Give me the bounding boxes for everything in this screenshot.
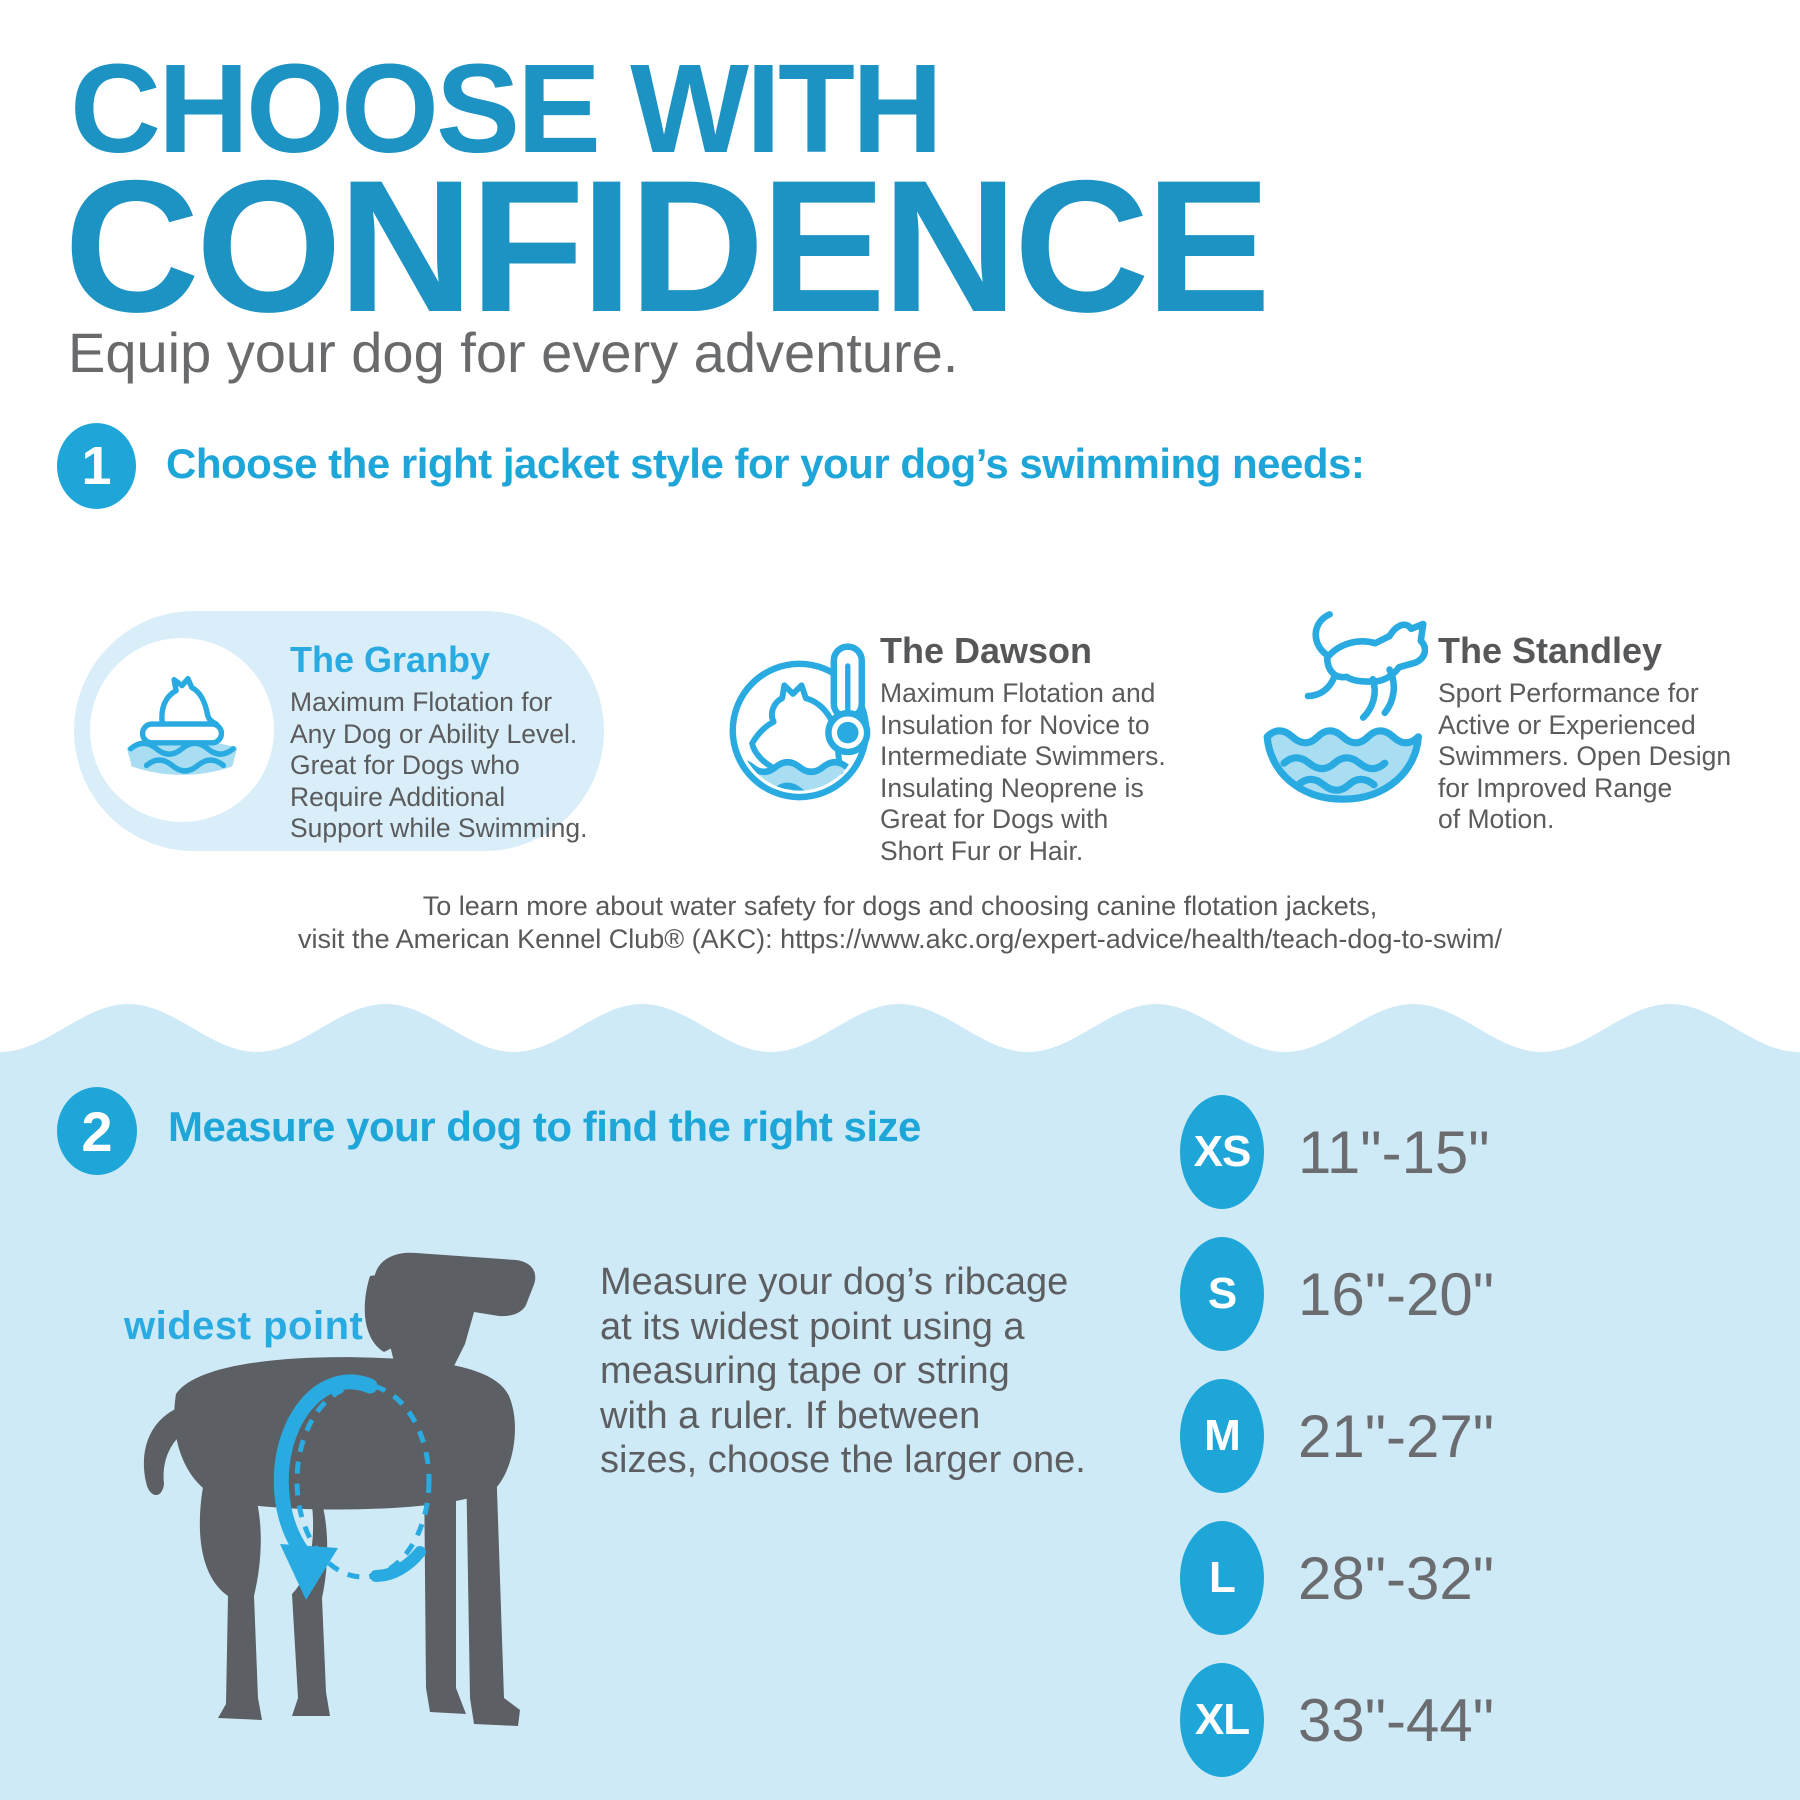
size-range-m: 21"-27" — [1298, 1402, 1495, 1470]
jacket-description-granby: Maximum Flotation for Any Dog or Ability… — [290, 687, 588, 843]
size-badge-xl: XL — [1180, 1663, 1264, 1777]
size-range-s: 16"-20" — [1298, 1260, 1495, 1328]
page-subtitle: Equip your dog for every adventure. — [68, 321, 959, 384]
step1-heading: Choose the right jacket style for your d… — [166, 440, 1365, 487]
dog-silhouette-illustration — [143, 1252, 536, 1726]
size-label-s: S — [1207, 1269, 1237, 1318]
size-range-xs: 11"-15" — [1298, 1118, 1490, 1186]
size-label-xl: XL — [1194, 1695, 1250, 1744]
size-label-l: L — [1209, 1553, 1236, 1602]
dog-thermometer-icon — [729, 643, 871, 801]
jacket-name-standley: The Standley — [1438, 630, 1663, 671]
size-label-m: M — [1204, 1411, 1241, 1460]
jacket-description-standley: Sport Performance for Active or Experien… — [1438, 678, 1732, 834]
jacket-description-dawson: Maximum Flotation and Insulation for Nov… — [880, 678, 1166, 866]
size-range-l: 28"-32" — [1298, 1544, 1495, 1612]
widest-point-label: widest point — [124, 1304, 364, 1348]
standley-icon-box — [1248, 608, 1428, 808]
size-badge-m: M — [1180, 1379, 1264, 1493]
measure-arrow-arc — [273, 1374, 378, 1566]
measure-arrowhead — [280, 1544, 338, 1600]
akc-note: To learn more about water safety for dog… — [298, 891, 1502, 954]
size-badge-xs: XS — [1180, 1095, 1264, 1209]
page-title-line1: CHOOSE WITH — [70, 38, 943, 179]
jacket-name-dawson: The Dawson — [880, 630, 1093, 671]
size-row-m: M 21"-27" — [1180, 1379, 1494, 1493]
size-label-xs: XS — [1193, 1127, 1252, 1176]
size-badge-l: L — [1180, 1521, 1264, 1635]
size-badge-s: S — [1180, 1237, 1264, 1351]
step2-number: 2 — [81, 1099, 113, 1163]
dog-silhouette — [143, 1252, 536, 1726]
page-title-line2: CONFIDENCE — [64, 141, 1271, 351]
jacket-name-granby: The Granby — [290, 639, 491, 680]
size-row-xs: XS 11"-15" — [1180, 1095, 1490, 1209]
step1-number-badge: 1 — [57, 423, 136, 509]
step2-number-badge: 2 — [57, 1087, 137, 1175]
step1-number: 1 — [81, 436, 112, 496]
granby-icon-circle — [90, 638, 274, 822]
size-range-xl: 33"-44" — [1298, 1686, 1495, 1754]
wave-divider — [0, 1004, 1800, 1054]
dawson-icon-box — [722, 638, 894, 810]
step2-heading: Measure your dog to find the right size — [168, 1103, 921, 1150]
jacket-card-granby: The Granby Maximum Flotation for Any Dog… — [74, 611, 604, 851]
measuring-instructions: Measure your dog’s ribcage at its widest… — [600, 1261, 1086, 1481]
dog-on-float-icon — [126, 676, 238, 775]
size-row-xl: XL 33"-44" — [1180, 1663, 1494, 1777]
measure-arc-bottom — [370, 1546, 426, 1582]
size-row-s: S 16"-20" — [1180, 1237, 1494, 1351]
size-row-l: L 28"-32" — [1180, 1521, 1494, 1635]
dog-jumping-water-icon — [1263, 611, 1428, 803]
